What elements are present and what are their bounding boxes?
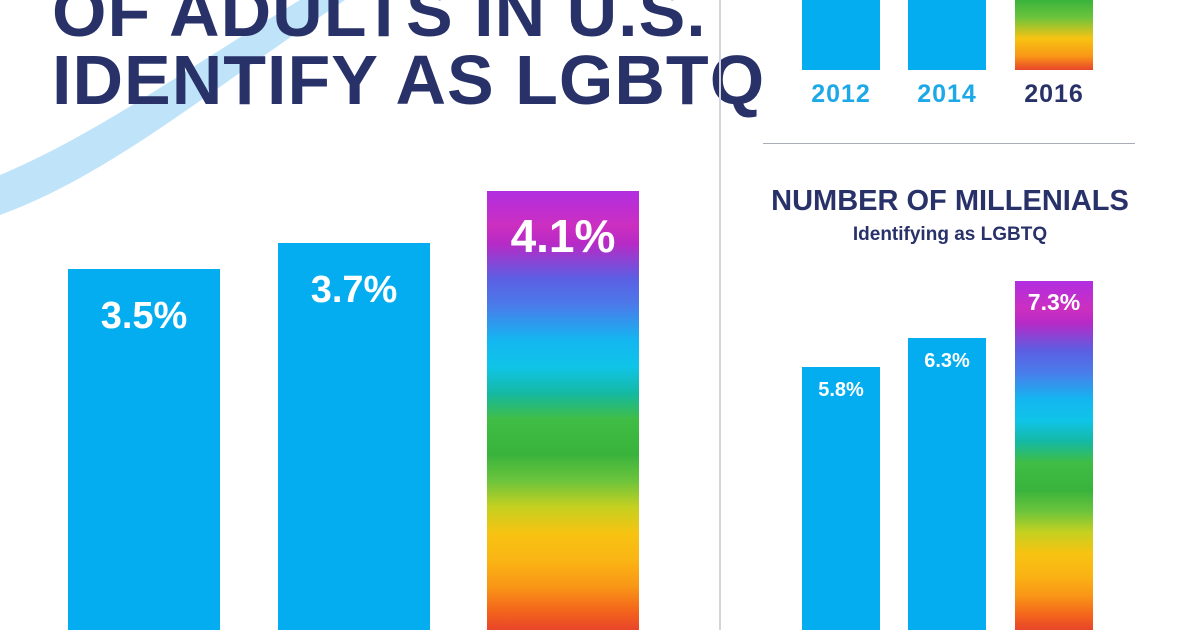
millennials-top-bar-2014 <box>908 0 986 70</box>
millennials-value-label-2012: 5.8% <box>818 379 864 401</box>
vertical-divider <box>719 0 721 630</box>
adults-value-label-2014: 3.7% <box>310 269 398 311</box>
millennials-value-label-2016: 7.3% <box>1027 289 1081 315</box>
year-label-2014: 2014 <box>917 80 977 108</box>
adults-bar-2012 <box>68 269 220 630</box>
millennials-bar-2012 <box>802 367 880 630</box>
horizontal-divider <box>763 143 1135 144</box>
millennials-bar-2014 <box>908 338 986 630</box>
millennials-top-bar-2012 <box>802 0 880 70</box>
year-label-2012: 2012 <box>811 80 871 108</box>
year-label-2016: 2016 <box>1024 80 1084 108</box>
adults-bar-2016 <box>487 191 639 630</box>
millennials-bar-2016 <box>1015 281 1093 630</box>
headline-line-2: IDENTIFY AS LGBTQ <box>52 41 766 119</box>
adults-value-label-2012: 3.5% <box>100 295 188 337</box>
millennials-chart-subtitle: Identifying as LGBTQ <box>852 224 1048 245</box>
headline: OF ADULTS IN U.S. IDENTIFY AS LGBTQ <box>52 0 766 119</box>
millennials-top-bar-2016 <box>1015 0 1093 70</box>
headline-line-1: OF ADULTS IN U.S. <box>52 0 707 51</box>
millennials-chart-title: NUMBER OF MILLENIALS <box>771 185 1129 217</box>
millennials-value-label-2014: 6.3% <box>924 350 970 373</box>
adults-bar-2014 <box>278 243 430 630</box>
adults-value-label-2016: 4.1% <box>510 210 616 262</box>
decorative-swoosh <box>0 0 345 215</box>
